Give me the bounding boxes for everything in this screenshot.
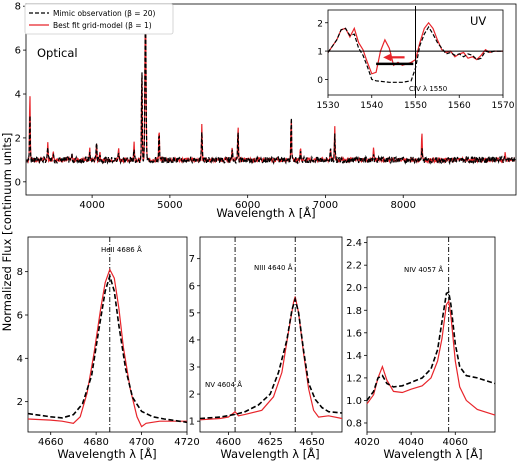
top-xtick-label: 6000	[235, 200, 260, 211]
niv-ytick-label: 2.2	[346, 261, 362, 272]
top-ytick-label: 6	[15, 46, 21, 57]
optical-frame	[25, 3, 517, 196]
niii-xtick-label: 4625	[257, 437, 282, 448]
uv-xtick-label: 1550	[404, 101, 427, 111]
niii-xlabel: Wavelength λ [Å]	[220, 446, 319, 461]
uv-ytick-label: 1	[317, 48, 323, 58]
top-xtick-label: 4000	[79, 200, 104, 211]
heii-obs-line	[27, 273, 188, 424]
heii-ticks: 4660 4680 4700 4720 2 4 6 8	[17, 267, 200, 448]
niii-ticks: 4600 4625 4650 1 2 3 4 5 6 7	[189, 254, 325, 448]
niii-annotation: NIII 4640 Å	[254, 263, 293, 272]
legend-model-label: Best fit grid-model (β = 1)	[53, 21, 152, 30]
civ-annotation: CIV λ 1550	[409, 85, 447, 93]
niv-xtick-label: 4040	[398, 437, 423, 448]
nv-annotation: NV 4604 Å	[205, 380, 242, 389]
heii-ytick-label: 6	[17, 311, 23, 322]
niii-obs-line	[199, 296, 343, 420]
uv-xtick-label: 1540	[360, 101, 383, 111]
niii-model-line	[199, 296, 343, 421]
panel-uv-inset: 1530 1540 1550 1560 1570 0 1 2 UV CIV λ 1550	[309, 6, 515, 112]
niv-ytick-label: 1.8	[346, 306, 362, 317]
niii-frame	[199, 236, 343, 433]
niv-ytick-label: 0.8	[346, 418, 362, 429]
legend-obs-label: Mimic observation (β = 20)	[53, 9, 155, 18]
heii-frame	[27, 236, 188, 433]
optical-obs-line	[26, 17, 516, 166]
niv-ytick-label: 1.0	[346, 396, 362, 407]
niii-ytick-label: 6	[189, 281, 195, 292]
niv-ytick-label: 2.4	[346, 238, 362, 249]
top-xtick-label: 8000	[390, 200, 415, 211]
legend-box	[24, 3, 174, 35]
heii-ytick-label: 8	[17, 267, 23, 278]
heii-annotation: HeII 4686 Å	[101, 245, 142, 254]
niii-ytick-label: 1	[189, 417, 195, 428]
uv-xtick-label: 1560	[448, 101, 471, 111]
niii-ytick-label: 2	[189, 390, 195, 401]
top-ytick-label: 4	[15, 90, 21, 101]
uv-label: UV	[470, 14, 486, 28]
niv-obs-line	[366, 290, 496, 401]
top-xtick-label: 7000	[313, 200, 338, 211]
uv-xtick-label: 1570	[492, 101, 515, 111]
optical-xlabel: Wavelength λ [Å]	[216, 205, 315, 220]
panel-heii: 4660 4680 4700 4720 2 4 6 8 HeII 4686 Å Wavelen…	[17, 236, 200, 461]
niii-ytick-label: 7	[189, 254, 195, 265]
heii-xtick-label: 4660	[38, 437, 63, 448]
panel-niii: 4600 4625 4650 1 2 3 4 5 6 7 NIII 4640 Å NV 4604 …	[189, 236, 343, 461]
niv-xtick-label: 4060	[443, 437, 468, 448]
niii-ytick-label: 4	[189, 335, 195, 346]
top-xtick-label: 5000	[157, 200, 182, 211]
niv-ytick-label: 1.2	[346, 373, 362, 384]
uv-obs-line	[327, 25, 503, 83]
niii-xtick-label: 4650	[299, 437, 324, 448]
uv-guides	[328, 6, 503, 95]
niv-ytick-label: 2.0	[346, 283, 362, 294]
niv-xtick-label: 4020	[354, 437, 379, 448]
heii-xlabel: Wavelength λ [Å]	[57, 446, 156, 461]
legend: Mimic observation (β = 20) Best fit grid…	[24, 3, 174, 35]
uv-ytick-label: 0	[317, 76, 323, 86]
panel-niv: 4020 4040 40600.81.01.21.41.61.82.02.22.4 …	[346, 236, 496, 461]
uv-background	[309, 6, 504, 112]
niv-ytick-label: 1.6	[346, 328, 362, 339]
niv-ytick-label: 1.4	[346, 351, 362, 362]
heii-xtick-label: 4680	[83, 437, 108, 448]
niii-xtick-label: 4600	[216, 437, 241, 448]
y-axis-label: Normalized Flux [continuum units]	[0, 133, 14, 332]
niv-annotation: NIV 4057 Å	[404, 265, 443, 274]
niii-ytick-label: 3	[189, 363, 195, 374]
niii-ytick-label: 5	[189, 308, 195, 319]
optical-label: Optical	[37, 46, 78, 60]
uv-xtick-label: 1530	[317, 101, 340, 111]
uv-red-arrow-head	[383, 53, 392, 62]
panel-optical: 4000 5000 6000 7000 8000 0 2 4 6 8 Optical Wavele…	[15, 2, 517, 220]
top-ytick-label: 0	[15, 177, 21, 188]
heii-ytick-label: 2	[17, 397, 23, 408]
uv-ticks: 1530 1540 1550 1560 1570 0 1 2	[317, 19, 515, 111]
heii-model-line	[27, 267, 187, 428]
heii-xtick-label: 4720	[174, 437, 199, 448]
uv-ytick-label: 2	[317, 19, 323, 29]
niv-model-line	[366, 299, 496, 416]
top-ytick-label: 2	[15, 133, 21, 144]
optical-ticks: 4000 5000 6000 7000 8000 0 2 4 6 8	[15, 2, 416, 211]
heii-xtick-label: 4700	[129, 437, 154, 448]
niv-ticks: 4020 4040 4060 0.8 1.0 1.2 1.4 1.6 1.8 2.0 2.2 2.4	[346, 238, 468, 448]
niv-xlabel: Wavelength λ [Å]	[383, 446, 482, 461]
top-ytick-label: 8	[15, 2, 21, 13]
heii-ytick-label: 4	[17, 354, 23, 365]
niv-frame	[366, 236, 496, 433]
